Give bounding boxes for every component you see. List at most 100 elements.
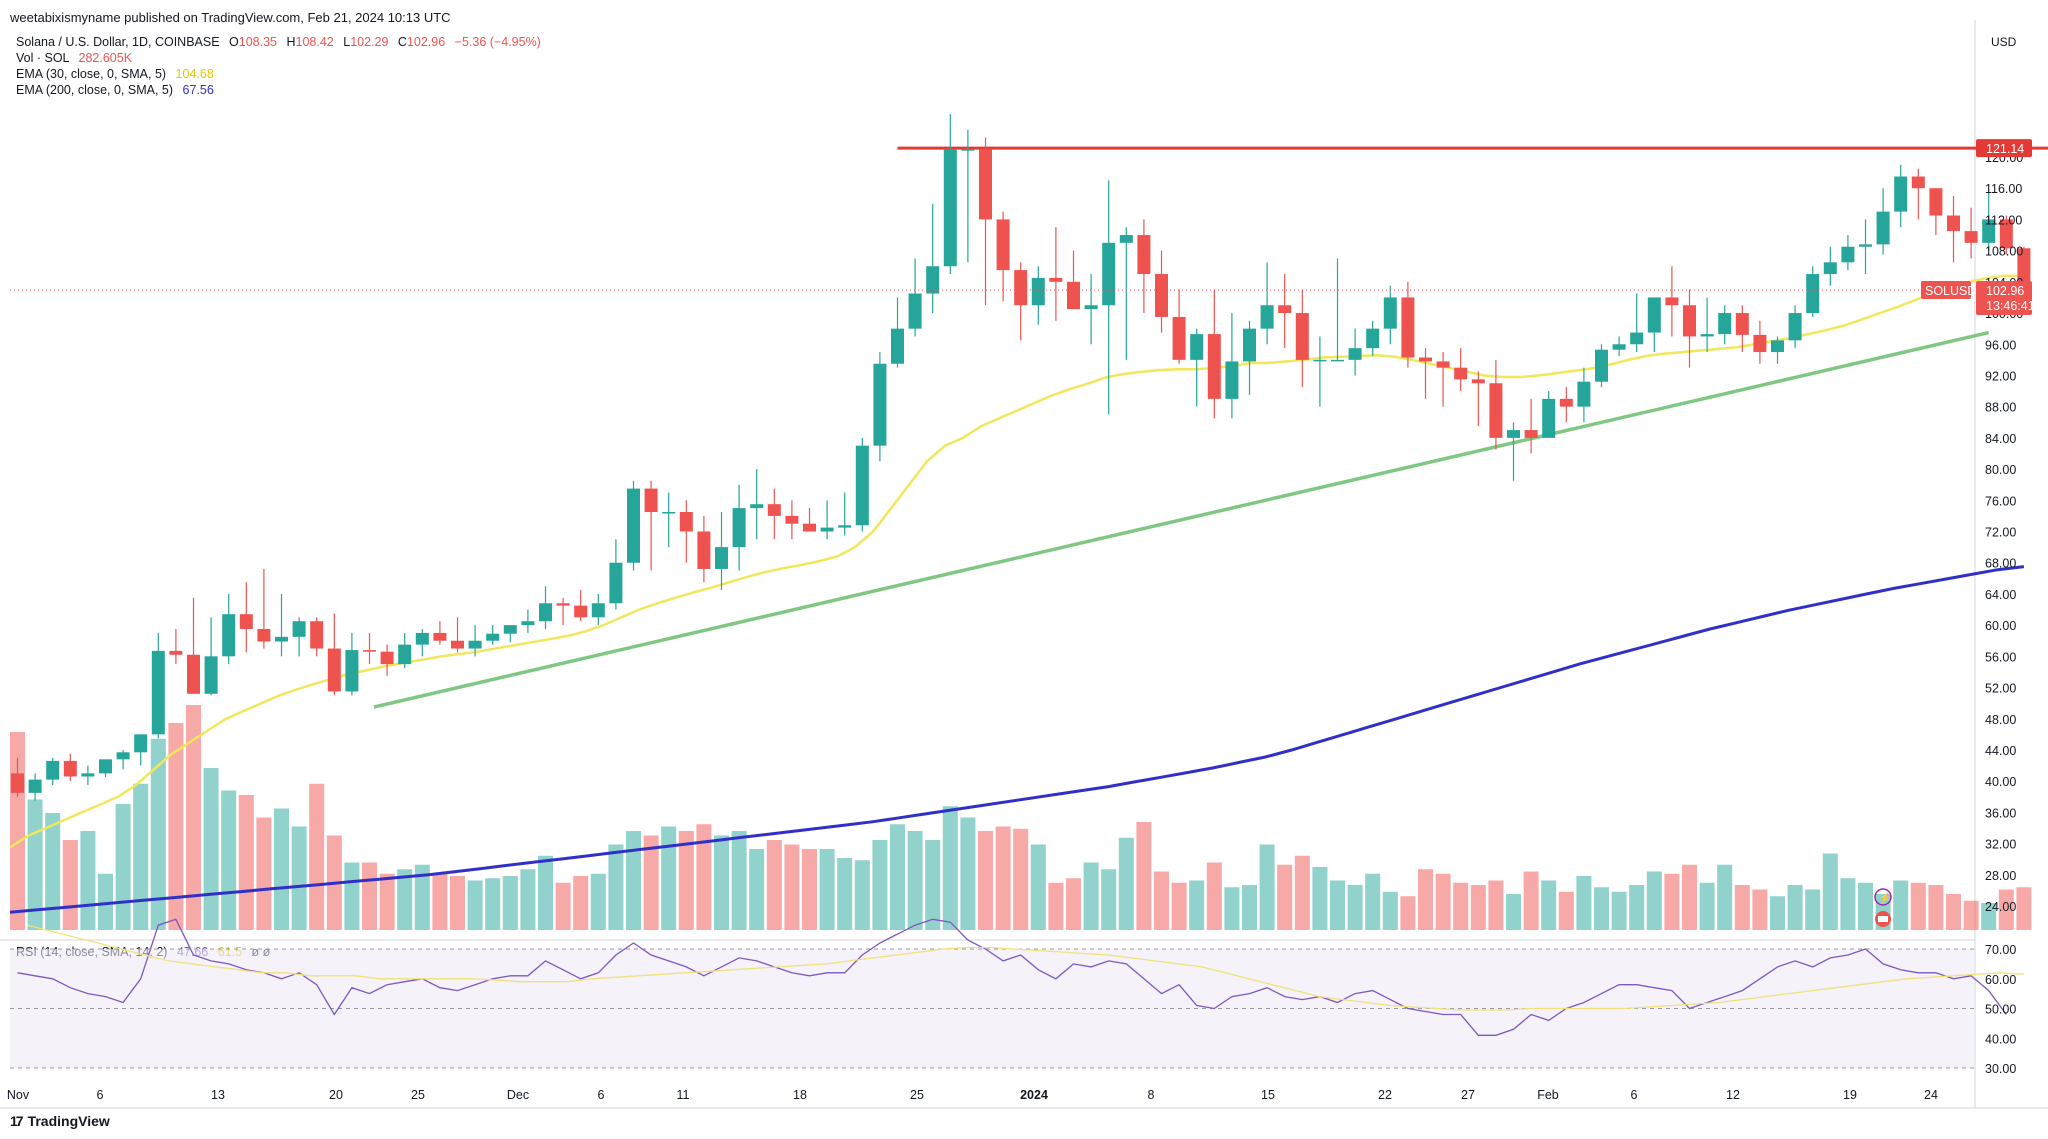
volume-legend: Vol · SOL 282.605K [16,51,132,65]
candle-body [803,523,816,532]
price-tick-label: 48.00 [1985,713,2016,727]
candle-body [627,488,640,563]
candle-body [1331,359,1344,362]
candle-body [169,650,183,655]
symbol-tag [1921,280,1971,299]
volume-bar [1682,864,1697,930]
volume-bar [1963,900,1979,930]
rsi-line [17,918,2007,1036]
volume-bar [555,882,571,930]
volume-bar [1840,878,1856,930]
candle-body [961,149,975,151]
candle-body [363,650,376,652]
volume-bar [168,723,184,930]
volume-bar [1136,822,1152,930]
candle-body [1243,328,1256,362]
price-tick-label: 60.00 [1985,619,2016,633]
candle-body [1049,277,1063,282]
volume-bar [925,840,941,930]
volume-label[interactable]: Vol · SOL [16,51,70,65]
candle-body [979,149,992,220]
volume-bar [450,876,465,930]
candle-body [1524,430,1538,438]
candle-body [116,752,130,760]
currency-label: USD [1991,35,2017,49]
candle-body [257,629,271,642]
price-tick-label: 36.00 [1985,806,2016,820]
candle-body [1753,334,1767,353]
time-tick-label: 6 [1631,1088,1638,1102]
volume-bar [890,824,905,930]
volume-bar [766,840,782,930]
time-tick-label: 11 [677,1088,690,1102]
volume-bar [1893,880,1909,930]
volume-bar [1470,885,1486,930]
support-trendline [373,330,1990,709]
candle-body [239,614,253,630]
time-tick-label: 2024 [1020,1088,1048,1102]
candle-body [785,515,799,524]
candle-body [943,149,957,267]
candle-body [1155,274,1168,317]
volume-bar [643,835,659,930]
flash-icon [1874,888,1892,906]
candle-body [1929,188,1943,216]
time-tick-label: 15 [1261,1088,1275,1102]
candle-body [1067,281,1080,310]
volume-bar [1488,880,1504,930]
candle-body [1031,277,1045,306]
volume-bar [837,858,853,930]
volume-bar [1206,862,1222,930]
volume-bar [1048,882,1064,930]
flash-icon-glyph: ⚡ [1879,891,1891,904]
volume-bar [1981,903,1997,930]
volume-bar [995,826,1011,930]
ema200-legend: EMA (200, close, 0, SMA, 5) 67.56 [16,83,214,97]
tradingview-logo-icon: 17 [10,1113,24,1129]
volume-bar [1224,887,1240,930]
volume-bar [133,783,149,930]
candle-body [891,328,904,364]
volume-bar [309,783,325,930]
symbol-title[interactable]: Solana / U.S. Dollar, 1D, COINBASE [16,35,220,49]
candle-body [1999,219,2013,249]
price-tick-label: 72.00 [1985,526,2016,540]
volume-bar [1083,862,1099,930]
symbol-tag-label: SOLUSD [1925,284,1976,298]
volume-bar [1946,894,1961,930]
candle-body [415,632,429,645]
ema200-label[interactable]: EMA (200, close, 0, SMA, 5) [16,83,174,97]
price-tick-label: 56.00 [1985,650,2016,664]
volume-bar [150,738,166,930]
candle-body [1823,262,1837,275]
volume-bar [1858,882,1873,930]
candle-body [1612,344,1626,350]
volume-bar [1910,882,1926,930]
candle-body [1172,316,1186,360]
time-tick-label: Nov [7,1088,30,1102]
candle-body [1295,313,1309,360]
volume-bar [608,844,624,930]
candle-body [1014,270,1028,306]
volume-bar [1822,853,1838,930]
last-price-label: 102.96 [1986,284,2024,298]
candle-body [1841,246,1855,263]
candle-body [732,508,746,548]
candle-body [1225,361,1239,399]
tradingview-logo[interactable]: 17 TradingView [10,1113,110,1129]
price-tick-label: 84.00 [1985,432,2016,446]
candle-body [151,650,165,735]
rsi-tick-label: 50.00 [1985,1003,2016,1017]
rsi-tick-label: 70.00 [1985,943,2016,957]
low-value: 102.29 [350,35,389,49]
volume-bar [1998,889,2014,930]
volume-bar [819,849,835,930]
ema30-label[interactable]: EMA (30, close, 0, SMA, 5) [16,67,167,81]
candle-body [1471,379,1485,384]
time-tick-label: Feb [1537,1088,1559,1102]
candle-body [1401,297,1415,358]
last-price-tag [1976,280,2032,315]
volume-bar [1101,869,1117,930]
volume-bar [115,804,131,930]
